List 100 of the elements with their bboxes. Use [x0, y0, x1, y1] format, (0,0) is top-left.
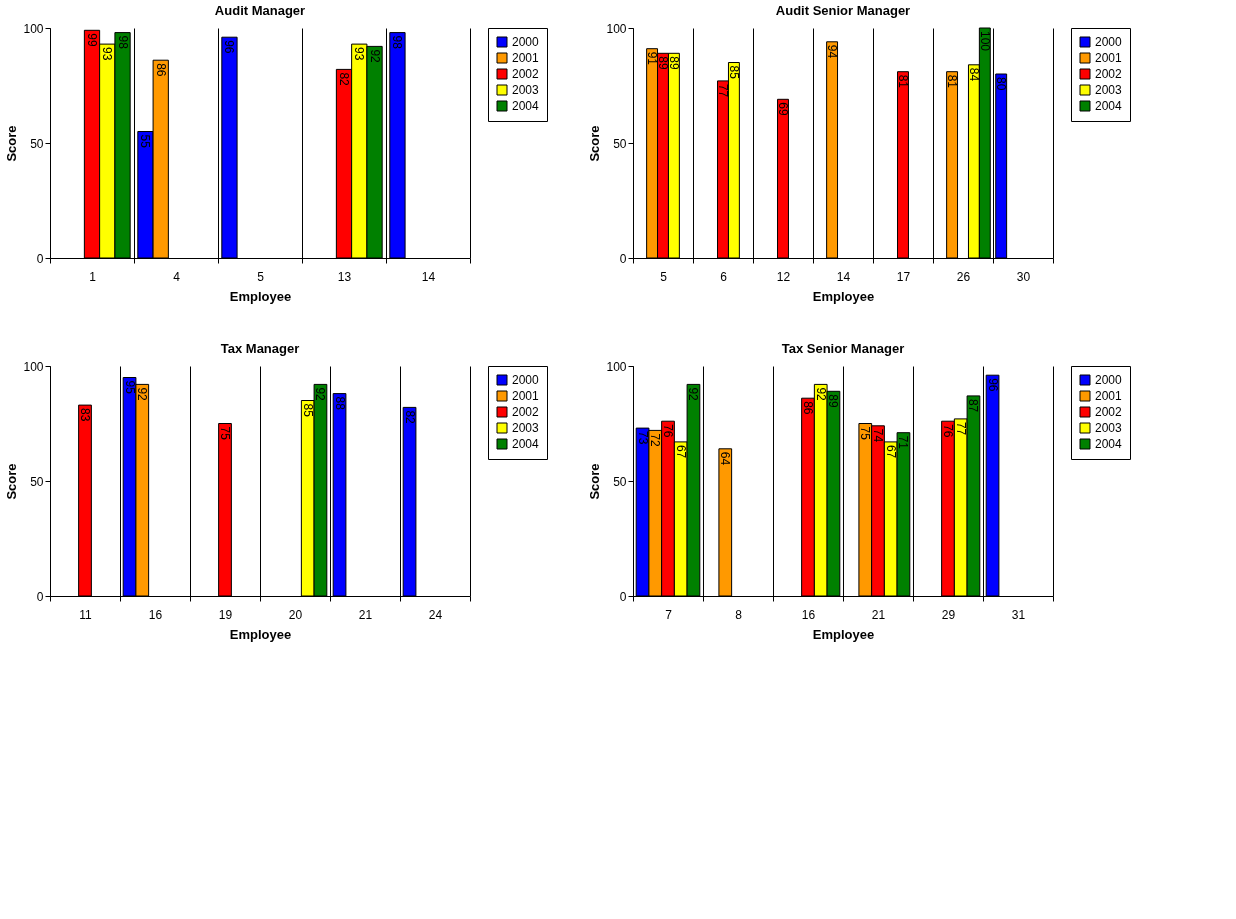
chart-title: Tax Manager	[220, 341, 300, 356]
data-label: 85	[726, 65, 741, 80]
chart-title: Tax Senior Manager	[781, 341, 905, 356]
data-label: 76	[661, 424, 675, 438]
x-tick-label: 6	[720, 269, 728, 284]
x-tick-label: 19	[218, 607, 233, 622]
y-axis-title: Score	[587, 463, 603, 500]
y-tick-label: 100	[23, 359, 44, 374]
data-label: 73	[635, 431, 650, 445]
data-label: 77	[716, 83, 730, 98]
x-tick-label: 24	[428, 607, 443, 622]
data-label: 80	[994, 77, 1009, 91]
y-axis-title: Score	[4, 125, 20, 162]
data-label: 86	[801, 401, 815, 415]
x-axis-title: Employee	[812, 626, 875, 642]
chart-title: Audit Manager	[214, 3, 306, 18]
data-label: 92	[313, 387, 328, 402]
data-label: 82	[402, 410, 417, 425]
legend-label: 2004	[1095, 99, 1123, 113]
data-label: 75	[858, 426, 873, 441]
data-label: 82	[337, 72, 351, 87]
x-tick-label: 29	[941, 607, 956, 622]
data-label: 98	[115, 35, 130, 50]
data-label: 93	[100, 47, 115, 61]
y-tick-label: 100	[606, 21, 627, 36]
data-label: 98	[390, 35, 405, 50]
legend-label: 2001	[1095, 51, 1123, 65]
x-tick-label: 31	[1011, 607, 1026, 622]
legend-label: 2004	[1095, 437, 1123, 451]
x-tick-label: 8	[735, 607, 743, 622]
y-tick-label: 0	[619, 589, 627, 604]
legend-label: 2002	[512, 405, 540, 419]
data-label: 92	[367, 49, 382, 64]
legend-label: 2003	[1095, 421, 1123, 435]
x-tick-label: 21	[358, 607, 373, 622]
x-axis-title: Employee	[229, 288, 292, 304]
x-tick-label: 1	[89, 269, 97, 284]
legend-label: 2000	[512, 35, 540, 49]
data-label: 99	[85, 33, 99, 47]
data-label: 81	[896, 74, 910, 89]
x-axis-title: Employee	[229, 626, 292, 642]
data-label: 87	[966, 398, 981, 413]
x-tick-label: 13	[337, 269, 352, 284]
x-tick-label: 5	[660, 269, 668, 284]
data-label: 96	[985, 378, 1000, 392]
data-label: 84	[966, 67, 981, 82]
data-label: 95	[122, 380, 137, 395]
legend-label: 2001	[512, 389, 540, 403]
y-axis-title: Score	[4, 463, 20, 500]
legend-label: 2002	[512, 67, 540, 81]
data-label: 94	[825, 44, 840, 59]
x-tick-label: 20	[288, 607, 303, 622]
y-tick-label: 0	[36, 251, 44, 266]
legend-label: 2004	[512, 437, 540, 451]
data-label: 67	[673, 444, 688, 459]
y-axis-title: Score	[587, 125, 603, 162]
data-label: 92	[686, 387, 701, 402]
legend-label: 2000	[1095, 35, 1123, 49]
data-label: 81	[945, 74, 960, 89]
data-label: 92	[135, 387, 150, 402]
data-label: 88	[332, 396, 347, 411]
x-tick-label: 21	[871, 607, 886, 622]
data-label: 67	[883, 444, 898, 459]
data-label: 85	[300, 403, 315, 418]
data-label: 55	[138, 134, 153, 149]
chart-title: Audit Senior Manager	[775, 3, 911, 18]
x-tick-label: 14	[836, 269, 851, 284]
y-tick-label: 100	[606, 359, 627, 374]
y-tick-label: 50	[613, 474, 627, 489]
data-label: 83	[78, 408, 92, 422]
data-label: 77	[953, 421, 968, 436]
data-label: 72	[648, 433, 663, 448]
data-label: 75	[218, 426, 232, 441]
x-tick-label: 30	[1016, 269, 1031, 284]
data-label: 76	[941, 424, 955, 438]
y-tick-label: 50	[613, 136, 627, 151]
data-label: 71	[896, 435, 911, 450]
data-label: 96	[222, 40, 237, 54]
y-tick-label: 0	[619, 251, 627, 266]
x-tick-label: 16	[148, 607, 163, 622]
data-label: 92	[813, 387, 828, 402]
y-tick-label: 100	[23, 21, 44, 36]
legend-label: 2000	[1095, 373, 1123, 387]
data-label: 93	[352, 47, 367, 61]
data-label: 64	[718, 451, 733, 466]
data-label: 86	[153, 63, 168, 77]
x-tick-label: 14	[421, 269, 436, 284]
y-tick-label: 50	[30, 136, 44, 151]
x-tick-label: 26	[956, 269, 971, 284]
x-tick-label: 17	[896, 269, 911, 284]
legend-label: 2001	[512, 51, 540, 65]
x-axis-title: Employee	[812, 288, 875, 304]
y-tick-label: 0	[36, 589, 44, 604]
legend-label: 2002	[1095, 67, 1123, 81]
legend-label: 2004	[512, 99, 540, 113]
data-label: 100	[977, 31, 992, 52]
x-tick-label: 12	[776, 269, 791, 284]
legend-label: 2002	[1095, 405, 1123, 419]
x-tick-label: 11	[79, 607, 93, 622]
x-tick-label: 5	[257, 269, 265, 284]
